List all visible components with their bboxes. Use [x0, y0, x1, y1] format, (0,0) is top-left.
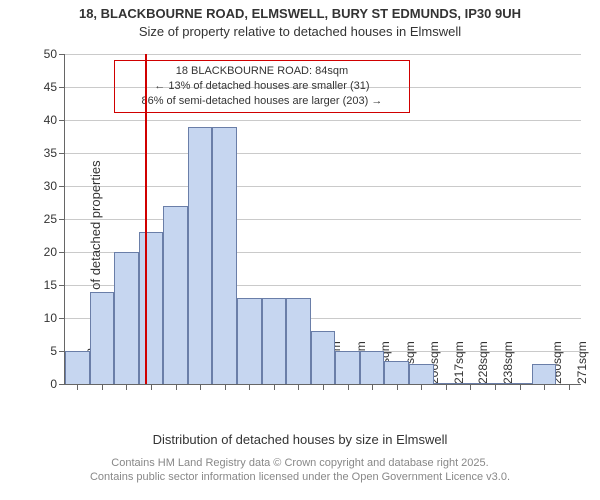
x-tick-label: 271sqm — [573, 341, 589, 384]
grid-line — [65, 219, 581, 220]
x-tick — [151, 384, 152, 390]
bar — [507, 383, 532, 384]
bar — [139, 232, 164, 384]
x-tick — [102, 384, 103, 390]
x-tick — [77, 384, 78, 390]
x-tick — [569, 384, 570, 390]
x-tick — [225, 384, 226, 390]
x-tick — [176, 384, 177, 390]
grid-line — [65, 186, 581, 187]
bar — [286, 298, 311, 384]
chart-container: 18, BLACKBOURNE ROAD, ELMSWELL, BURY ST … — [0, 0, 600, 500]
bar — [311, 331, 336, 384]
bar — [212, 127, 237, 384]
y-tick-label: 25 — [44, 212, 65, 226]
grid-line — [65, 54, 581, 55]
chart-subtitle: Size of property relative to detached ho… — [0, 24, 600, 39]
x-tick — [544, 384, 545, 390]
bar — [384, 361, 409, 384]
y-tick-label: 35 — [44, 146, 65, 160]
bar — [335, 351, 360, 384]
bar — [434, 383, 459, 384]
x-tick — [470, 384, 471, 390]
bar — [163, 206, 188, 384]
footer-line-2: Contains public sector information licen… — [0, 470, 600, 484]
x-tick — [274, 384, 275, 390]
marker-line — [145, 54, 147, 384]
bar — [458, 383, 483, 384]
y-tick-label: 0 — [50, 377, 65, 391]
bar — [114, 252, 139, 384]
bar — [237, 298, 262, 384]
x-tick — [520, 384, 521, 390]
y-tick-label: 45 — [44, 80, 65, 94]
bar — [188, 127, 213, 384]
chart-footer: Contains HM Land Registry data © Crown c… — [0, 456, 600, 485]
x-tick — [298, 384, 299, 390]
x-tick — [495, 384, 496, 390]
x-tick-label: 217sqm — [450, 341, 466, 384]
x-tick — [446, 384, 447, 390]
grid-line — [65, 153, 581, 154]
bar — [65, 351, 90, 384]
y-tick-label: 50 — [44, 47, 65, 61]
x-tick — [348, 384, 349, 390]
grid-line — [65, 120, 581, 121]
x-tick — [372, 384, 373, 390]
x-tick-label: 228sqm — [474, 341, 490, 384]
bar — [262, 298, 287, 384]
x-tick — [421, 384, 422, 390]
grid-line — [65, 87, 581, 88]
bar — [483, 383, 508, 384]
annotation-line-3: 86% of semi-detached houses are larger (… — [120, 94, 404, 109]
y-tick-label: 20 — [44, 245, 65, 259]
chart-title: 18, BLACKBOURNE ROAD, ELMSWELL, BURY ST … — [0, 6, 600, 21]
bar — [360, 351, 385, 384]
x-axis-label: Distribution of detached houses by size … — [0, 432, 600, 447]
x-tick — [200, 384, 201, 390]
x-tick — [249, 384, 250, 390]
y-tick-label: 30 — [44, 179, 65, 193]
x-tick — [323, 384, 324, 390]
x-tick-label: 238sqm — [499, 341, 515, 384]
y-tick-label: 40 — [44, 113, 65, 127]
x-tick — [126, 384, 127, 390]
plot-area: 18 BLACKBOURNE ROAD: 84sqm ← 13% of deta… — [64, 54, 581, 385]
y-tick-label: 15 — [44, 278, 65, 292]
y-tick-label: 10 — [44, 311, 65, 325]
x-tick — [397, 384, 398, 390]
bar — [409, 364, 434, 384]
bar — [532, 364, 557, 384]
footer-line-1: Contains HM Land Registry data © Crown c… — [0, 456, 600, 470]
bar — [90, 292, 115, 384]
annotation-line-1: 18 BLACKBOURNE ROAD: 84sqm — [120, 64, 404, 79]
y-tick-label: 5 — [50, 344, 65, 358]
